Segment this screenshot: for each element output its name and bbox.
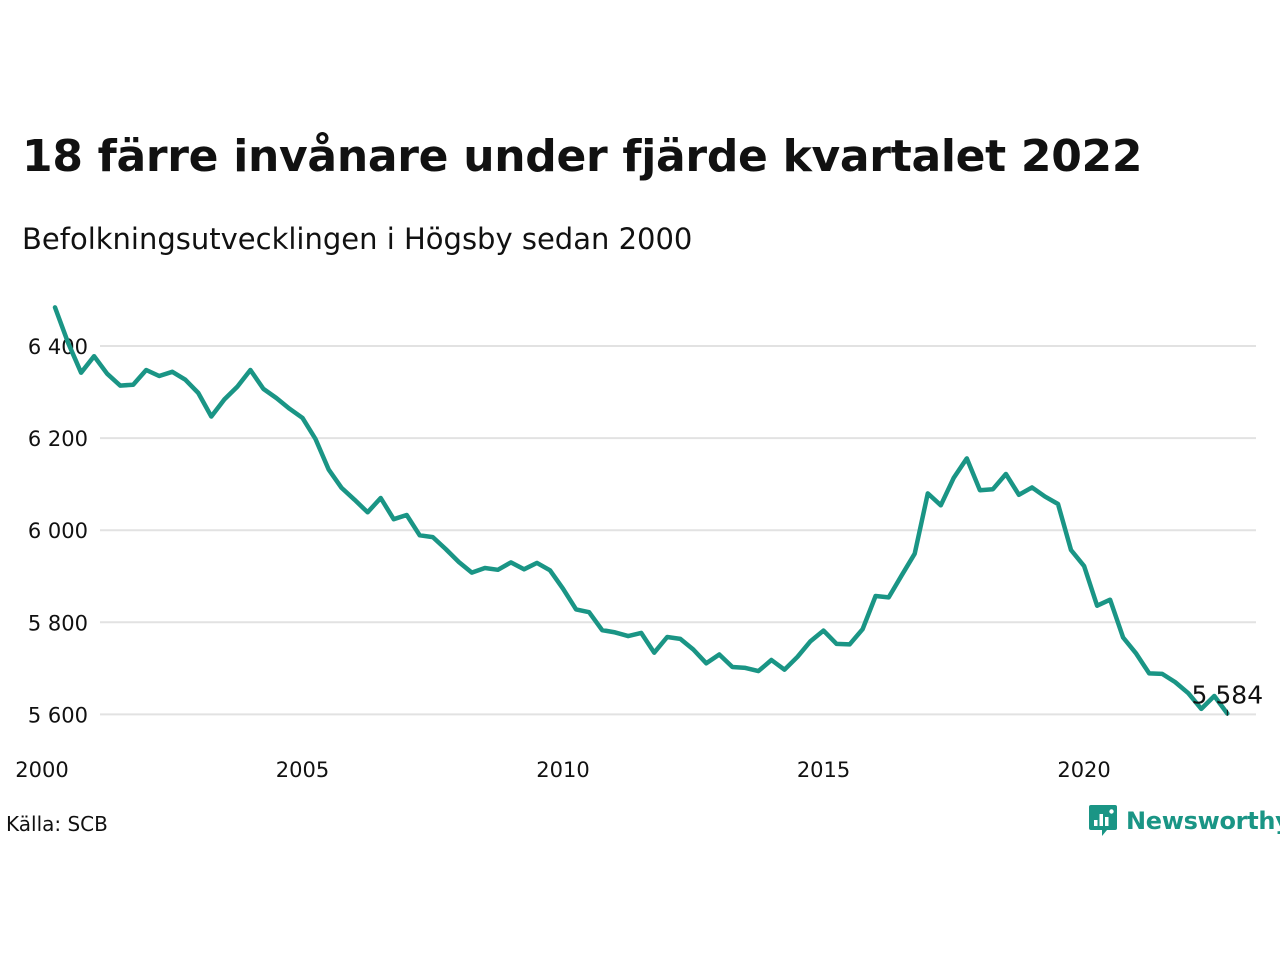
y-tick-label: 6 200 [28, 427, 88, 451]
y-tick-label: 6 400 [28, 335, 88, 359]
x-tick-label: 2015 [797, 758, 850, 782]
gridlines [100, 345, 1256, 716]
x-tick-label: 2010 [536, 758, 589, 782]
brand-logo[interactable]: Newsworthy [1088, 804, 1280, 838]
y-tick-label: 5 600 [28, 703, 88, 727]
y-tick-label: 5 800 [28, 611, 88, 635]
series-layer [52, 305, 1230, 716]
x-tick-label: 2000 [15, 758, 68, 782]
x-tick-label: 2020 [1057, 758, 1110, 782]
source-note: Källa: SCB [6, 812, 108, 836]
chart-subtitle: Befolkningsutvecklingen i Högsby sedan 2… [22, 222, 693, 256]
x-tick-label: 2005 [276, 758, 329, 782]
y-axis-ticks: 5 600 5 800 6 000 6 200 6 400 [28, 335, 88, 727]
chart-title: 18 färre invånare under fjärde kvartalet… [22, 131, 1143, 182]
x-axis-ticks: 2000 2005 2010 2015 2020 [15, 758, 1111, 782]
last-value-label: 5 584 [1192, 681, 1264, 710]
newsworthy-logo-icon [1089, 805, 1117, 836]
y-tick-label: 6 000 [28, 519, 88, 543]
brand-name: Newsworthy [1126, 807, 1280, 835]
annotations: 5 584 [1192, 681, 1264, 716]
series-line [52, 305, 1230, 716]
